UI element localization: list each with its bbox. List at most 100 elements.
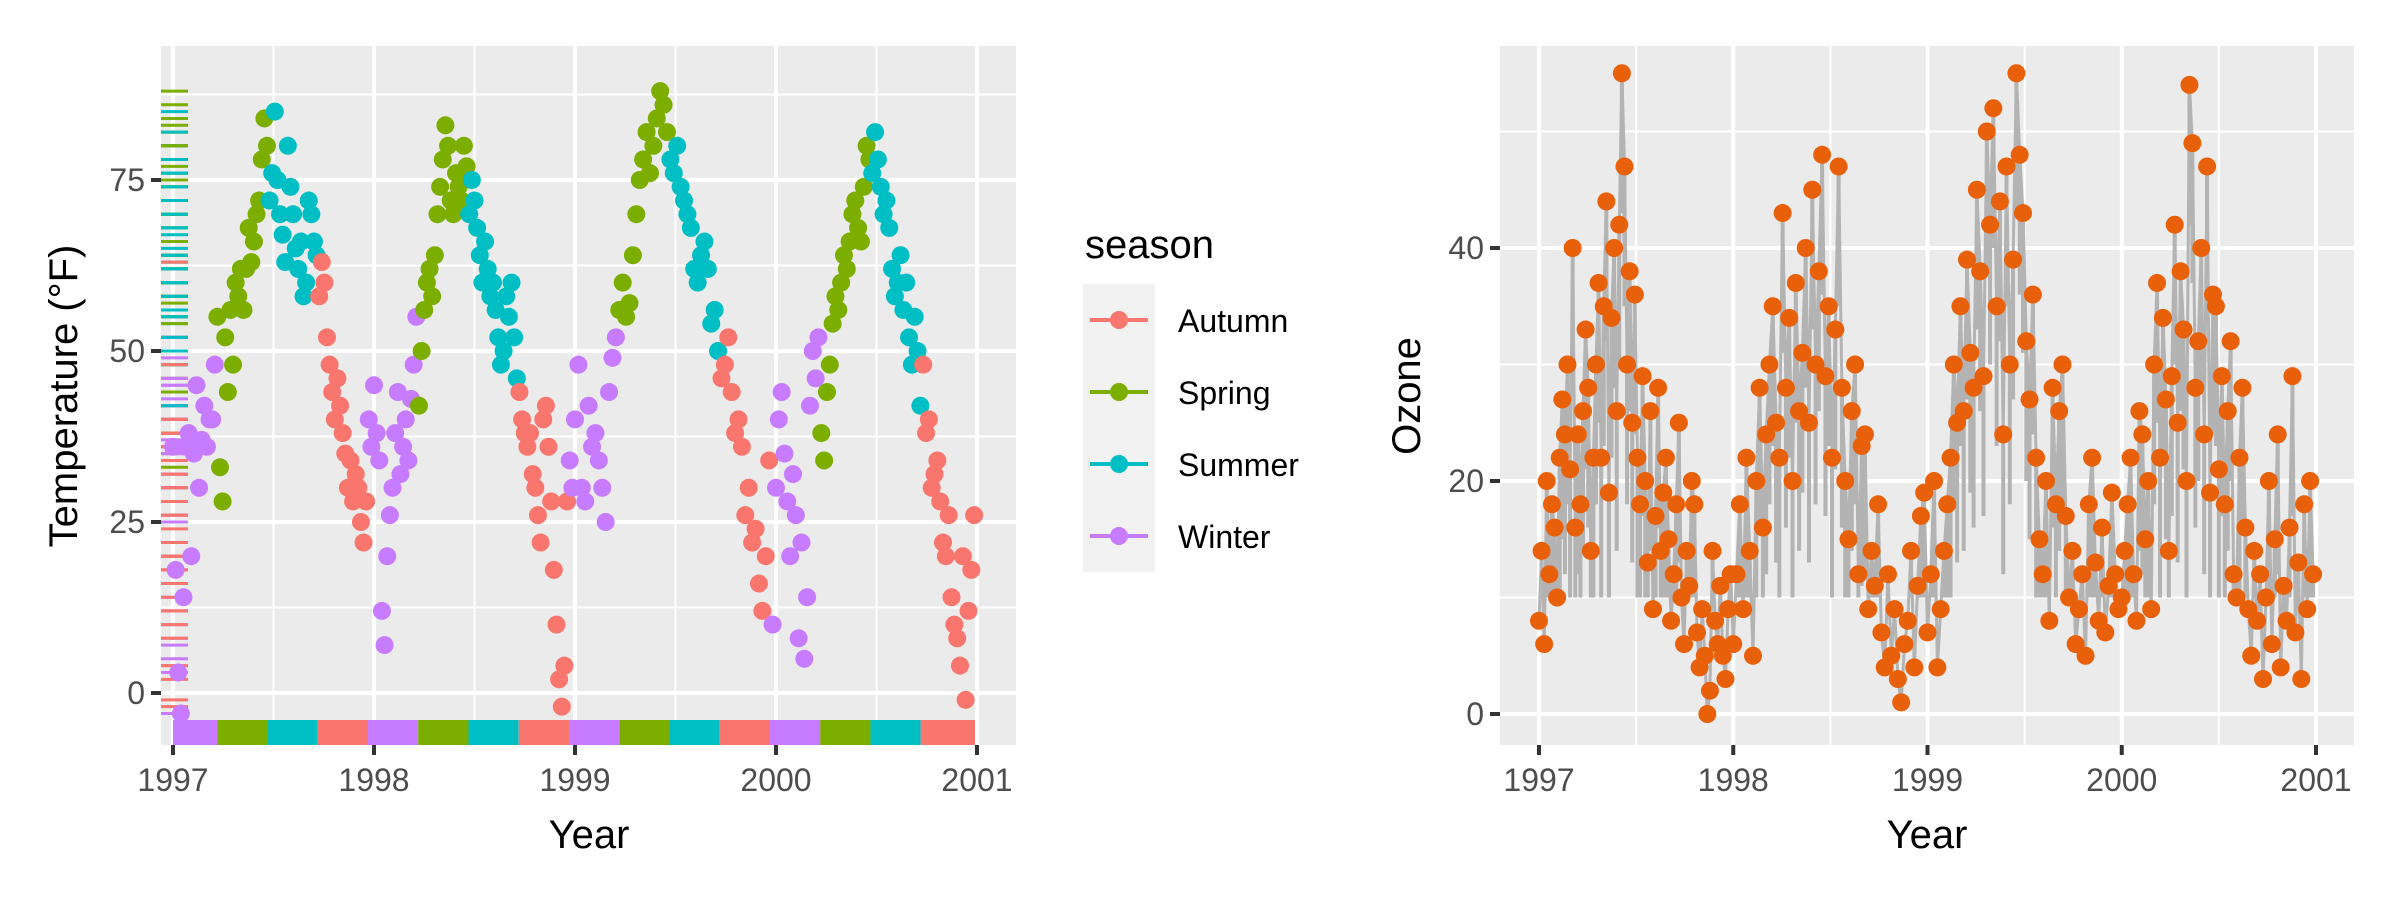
- season-band: [920, 720, 975, 745]
- temperature-points: [164, 82, 984, 723]
- temperature-point: [657, 123, 676, 142]
- temperature-point: [354, 533, 373, 552]
- ozone-point: [1885, 600, 1904, 619]
- ozone-point: [1977, 122, 1996, 141]
- legend-key-point: [1110, 455, 1128, 473]
- temperature-point: [809, 328, 828, 347]
- ozone-point: [1659, 530, 1678, 549]
- ozone-point: [1832, 378, 1851, 397]
- ozone-point: [2265, 530, 2284, 549]
- ozone-point: [2183, 134, 2202, 153]
- temperature-point: [367, 424, 386, 443]
- ozone-point: [2254, 670, 2273, 689]
- ozone-point: [2017, 332, 2036, 351]
- temperature-point: [333, 424, 352, 443]
- y-tick-label: 40: [1448, 230, 1484, 266]
- ozone-point: [2030, 530, 2049, 549]
- temperature-point: [874, 205, 893, 224]
- temperature-point: [634, 150, 653, 169]
- ozone-point: [1703, 541, 1722, 560]
- ozone-point: [1654, 483, 1673, 502]
- ozone-point: [2063, 541, 2082, 560]
- ozone-point: [2245, 541, 2264, 560]
- ozone-point: [2271, 658, 2290, 677]
- ozone-point: [1849, 565, 1868, 584]
- ozone-point: [1918, 623, 1937, 642]
- ozone-point: [1612, 64, 1631, 83]
- ozone-point: [2209, 460, 2228, 479]
- temperature-point: [812, 424, 831, 443]
- ozone-point: [1618, 355, 1637, 374]
- ozone-point: [1532, 541, 1551, 560]
- ozone-point: [1643, 600, 1662, 619]
- temperature-point: [229, 287, 248, 306]
- temperature-point: [789, 629, 808, 648]
- temperature-point: [736, 506, 755, 525]
- season-band: [568, 720, 620, 745]
- temperature-point: [534, 410, 553, 429]
- ozone-point: [1760, 355, 1779, 374]
- ozone-point: [1727, 565, 1746, 584]
- temperature-point: [959, 601, 978, 620]
- temperature-point: [572, 478, 591, 497]
- temperature-point: [291, 232, 310, 251]
- temperature-point: [436, 116, 455, 135]
- temperature-point: [753, 601, 772, 620]
- ozone-point: [2033, 565, 2052, 584]
- temperature-point: [945, 615, 964, 634]
- season-bands: [173, 720, 975, 745]
- ozone-point: [1958, 250, 1977, 269]
- ozone-point: [1938, 495, 1957, 514]
- ozone-point: [1869, 495, 1888, 514]
- ozone-point: [2168, 413, 2187, 432]
- temperature-point: [783, 465, 802, 484]
- temperature-point: [323, 383, 342, 402]
- temperature-point: [953, 547, 972, 566]
- temperature-point: [221, 300, 240, 319]
- legend-item-spring: Spring: [1090, 375, 1271, 411]
- ozone-point: [1631, 495, 1650, 514]
- temperature-point: [486, 300, 505, 319]
- temperature-point: [187, 376, 206, 395]
- temperature-point: [523, 465, 542, 484]
- temperature-point: [423, 287, 442, 306]
- temperature-point: [404, 355, 423, 374]
- ozone-point: [1530, 611, 1548, 630]
- legend-key-point: [1110, 527, 1128, 545]
- temperature-point: [936, 547, 955, 566]
- temperature-point: [315, 273, 334, 292]
- temperature-point: [213, 492, 232, 511]
- ozone-point: [1574, 402, 1593, 421]
- ozone-point: [2206, 297, 2225, 316]
- y-tick-label: 0: [127, 675, 145, 711]
- ozone-point: [1698, 705, 1717, 723]
- temperature-point: [328, 369, 347, 388]
- temperature-point: [478, 259, 497, 278]
- ozone-point: [1859, 600, 1878, 619]
- ozone-point: [1967, 180, 1986, 199]
- ozone-point: [1994, 425, 2013, 444]
- temperature-point: [388, 383, 407, 402]
- ozone-point: [2115, 541, 2134, 560]
- temperature-point: [247, 205, 266, 224]
- temperature-point: [505, 328, 524, 347]
- ozone-point: [1902, 541, 1921, 560]
- ozone-point: [1878, 565, 1897, 584]
- temperature-point: [536, 396, 555, 415]
- temperature-point: [925, 465, 944, 484]
- temperature-point: [661, 150, 680, 169]
- ozone-point: [2000, 355, 2019, 374]
- y-tick-label: 20: [1448, 463, 1484, 499]
- temperature-point: [457, 157, 476, 176]
- ozone-point: [1971, 262, 1990, 281]
- temperature-point: [481, 287, 500, 306]
- ozone-point: [1872, 623, 1891, 642]
- ozone-point: [2289, 553, 2308, 572]
- ozone-point: [1783, 472, 1802, 490]
- ozone-point: [1535, 635, 1554, 654]
- ozone-point: [1633, 367, 1652, 386]
- temperature-point: [386, 424, 405, 443]
- ozone-point: [1990, 192, 2009, 211]
- ozone-point: [1623, 413, 1642, 432]
- ozone-point: [2268, 425, 2287, 444]
